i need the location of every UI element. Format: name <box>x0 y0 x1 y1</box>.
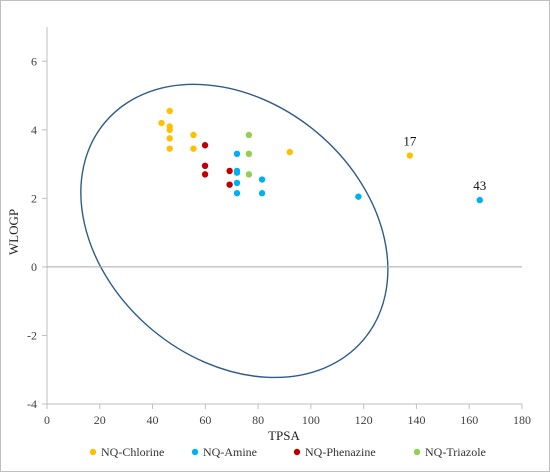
point-nq-phenazine <box>226 167 233 175</box>
x-tick-label: 40 <box>147 413 159 427</box>
legend-label-nq-triazole: NQ-Triazole <box>425 445 486 459</box>
legend-label-nq-amine: NQ-Amine <box>203 445 257 459</box>
legend-marker-nq-chlorine <box>89 448 97 456</box>
x-tick-label: 160 <box>460 413 478 427</box>
point-nq-chlorine <box>166 135 173 142</box>
legend-marker-nq-amine <box>191 448 199 456</box>
x-tick-label: 140 <box>407 413 425 427</box>
legend-label-nq-phenazine: NQ-Phenazine <box>305 445 376 459</box>
y-tick-label: 4 <box>31 123 37 137</box>
point-nq-triazole <box>245 131 253 139</box>
point-nq-triazole <box>245 150 253 158</box>
x-tick-label: 20 <box>94 413 106 427</box>
legend-marker-nq-phenazine <box>293 448 301 456</box>
point-label: 17 <box>403 134 417 149</box>
y-tick-label: 6 <box>31 54 37 68</box>
point-nq-phenazine <box>201 162 209 170</box>
x-tick-label: 80 <box>252 413 264 427</box>
y-tick-label: -4 <box>27 397 37 411</box>
point-nq-chlorine <box>166 145 173 152</box>
y-tick-label: 2 <box>31 191 37 205</box>
point-nq-chlorine <box>166 126 173 134</box>
point-label: 43 <box>473 178 486 193</box>
legend: NQ-Chlorine NQ-Amine NQ-Phenazine NQ-Triazo… <box>89 445 486 459</box>
y-axis-title: WLOGP <box>6 209 21 255</box>
x-tick-label: 100 <box>302 413 320 427</box>
point-nq-chlorine <box>166 107 173 115</box>
x-tick-label: 120 <box>355 413 373 427</box>
point-nq-chlorine <box>406 152 414 159</box>
x-tick-label: 180 <box>513 413 531 427</box>
point-nq-amine <box>476 196 483 204</box>
point-nq-phenazine <box>201 171 209 178</box>
boiled-egg-ellipse-layer <box>80 83 389 379</box>
point-nq-amine <box>233 190 241 197</box>
point-nq-phenazine <box>201 142 209 149</box>
x-tick-label: 0 <box>44 413 50 427</box>
point-nq-amine <box>233 150 241 158</box>
ellipse <box>80 83 389 379</box>
point-nq-amine <box>258 190 266 197</box>
point-nq-amine <box>355 193 362 200</box>
x-axis-title: TPSA <box>268 428 300 443</box>
y-tick-label: -2 <box>27 328 37 342</box>
point-nq-triazole <box>245 171 253 178</box>
x-tick-label: 60 <box>199 413 211 427</box>
axes-layer: 0 20 40 60 80 100 120 140 160 180 -4 -2 0 2 4 6 <box>27 27 531 427</box>
point-nq-chlorine <box>190 145 197 152</box>
point-nq-amine <box>233 169 241 176</box>
point-nq-chlorine <box>286 148 293 156</box>
points-layer <box>158 107 483 204</box>
y-tick-label: 0 <box>31 260 37 274</box>
legend-label-nq-chlorine: NQ-Chlorine <box>101 445 164 459</box>
point-nq-amine <box>233 179 241 187</box>
legend-marker-nq-triazole <box>413 448 421 456</box>
point-nq-chlorine <box>190 131 197 139</box>
point-nq-phenazine <box>226 181 233 188</box>
point-nq-amine <box>258 176 266 183</box>
point-nq-chlorine <box>158 119 165 127</box>
